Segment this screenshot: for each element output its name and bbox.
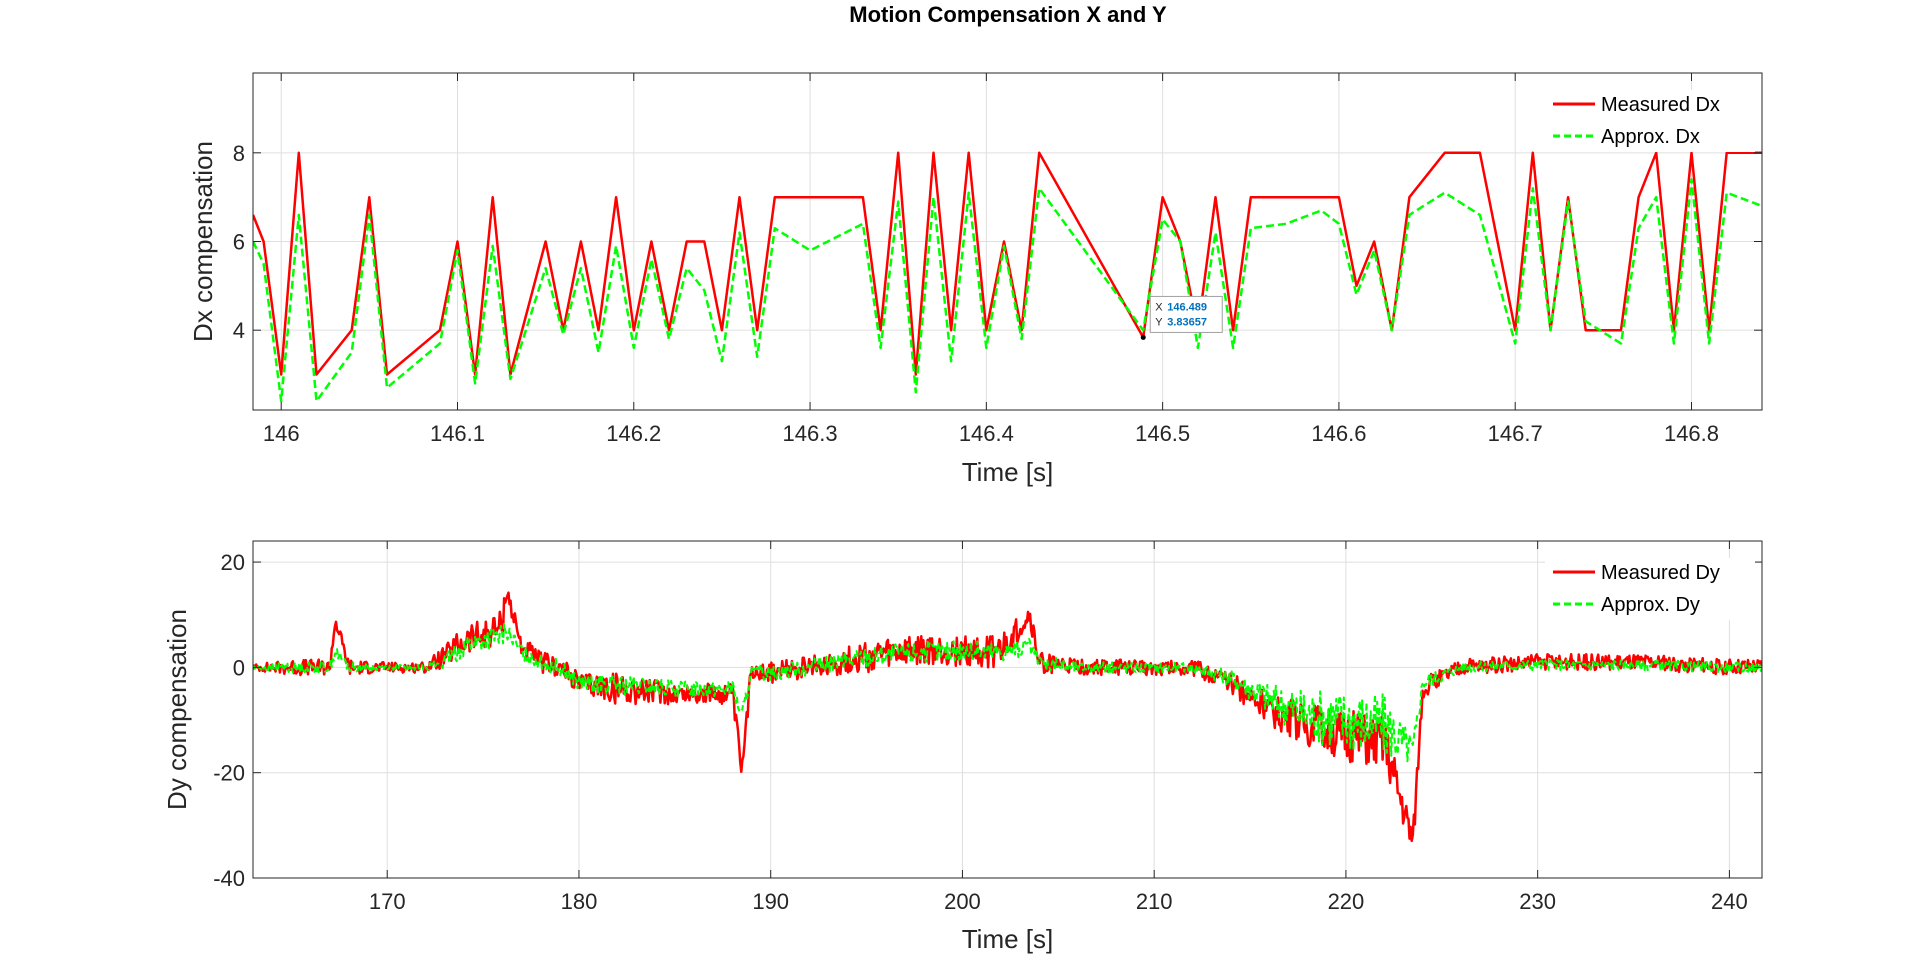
x-tick-label: 220 bbox=[1328, 889, 1365, 914]
figure-title: Motion Compensation X and Y bbox=[849, 2, 1167, 27]
datatip-y-value: 3.83657 bbox=[1167, 316, 1207, 328]
legend[interactable]: Measured Dy Approx. Dy bbox=[1545, 558, 1755, 620]
legend-box bbox=[1545, 90, 1755, 152]
legend-label: Approx. Dx bbox=[1601, 126, 1700, 148]
y-tick-label: 0 bbox=[233, 655, 245, 680]
plot-series-group bbox=[253, 151, 1762, 403]
datatip-x-label: X bbox=[1155, 301, 1163, 313]
dx-axes[interactable]: 146 146.1 146.2 146.3 146.4 146.5 146.6 146.7 14… bbox=[188, 72, 1763, 487]
series-line-approx-dx bbox=[253, 178, 1762, 403]
y-tick-label: 20 bbox=[221, 550, 245, 575]
y-tick-label: 6 bbox=[233, 230, 245, 255]
datatip-x-value: 146.489 bbox=[1167, 301, 1207, 313]
datatip[interactable]: X 146.489 Y 3.83657 bbox=[1140, 295, 1223, 340]
x-tick-label: 240 bbox=[1711, 889, 1748, 914]
x-tick-label: 170 bbox=[369, 889, 406, 914]
legend[interactable]: Measured Dx Approx. Dx bbox=[1545, 90, 1755, 152]
x-tick-label: 146.7 bbox=[1488, 421, 1543, 446]
series-line-approx-dy bbox=[253, 623, 1762, 763]
y-tick-label: 4 bbox=[233, 318, 245, 343]
datatip-y-label: Y bbox=[1155, 316, 1163, 328]
y-tick-label: 8 bbox=[233, 141, 245, 166]
legend-label: Measured Dx bbox=[1601, 94, 1720, 116]
x-tick-label: 180 bbox=[561, 889, 598, 914]
x-tick-label: 146.1 bbox=[430, 421, 485, 446]
y-axis-label: Dx compensation bbox=[188, 141, 218, 342]
x-tick-label: 146.5 bbox=[1135, 421, 1190, 446]
legend-label: Measured Dy bbox=[1601, 562, 1720, 584]
y-tick-label: -40 bbox=[213, 866, 245, 891]
x-axis-label: Time [s] bbox=[962, 457, 1053, 487]
x-tick-label: 146.6 bbox=[1311, 421, 1366, 446]
dy-axes[interactable]: 170 180 190 200 210 220 230 240 -40 -20 0 20 Time [s… bbox=[162, 540, 1763, 954]
legend-label: Approx. Dy bbox=[1601, 594, 1700, 616]
x-tick-label: 146.2 bbox=[606, 421, 661, 446]
x-tick-label: 146.3 bbox=[783, 421, 838, 446]
datatip-marker bbox=[1140, 334, 1146, 340]
x-tick-label: 230 bbox=[1519, 889, 1556, 914]
y-axis-label: Dy compensation bbox=[162, 609, 192, 810]
legend-box bbox=[1545, 558, 1755, 620]
x-tick-label: 146.4 bbox=[959, 421, 1014, 446]
x-tick-label: 146.8 bbox=[1664, 421, 1719, 446]
series-line-measured-dx bbox=[253, 151, 1762, 376]
y-tick-label: -20 bbox=[213, 761, 245, 786]
x-tick-label: 200 bbox=[944, 889, 981, 914]
x-tick-label: 146 bbox=[263, 421, 300, 446]
x-tick-label: 190 bbox=[752, 889, 789, 914]
x-tick-label: 210 bbox=[1136, 889, 1173, 914]
plot-area bbox=[253, 541, 1762, 878]
x-axis-label: Time [s] bbox=[962, 924, 1053, 954]
datatip-box bbox=[1149, 295, 1223, 333]
axes-box bbox=[252, 540, 1763, 879]
